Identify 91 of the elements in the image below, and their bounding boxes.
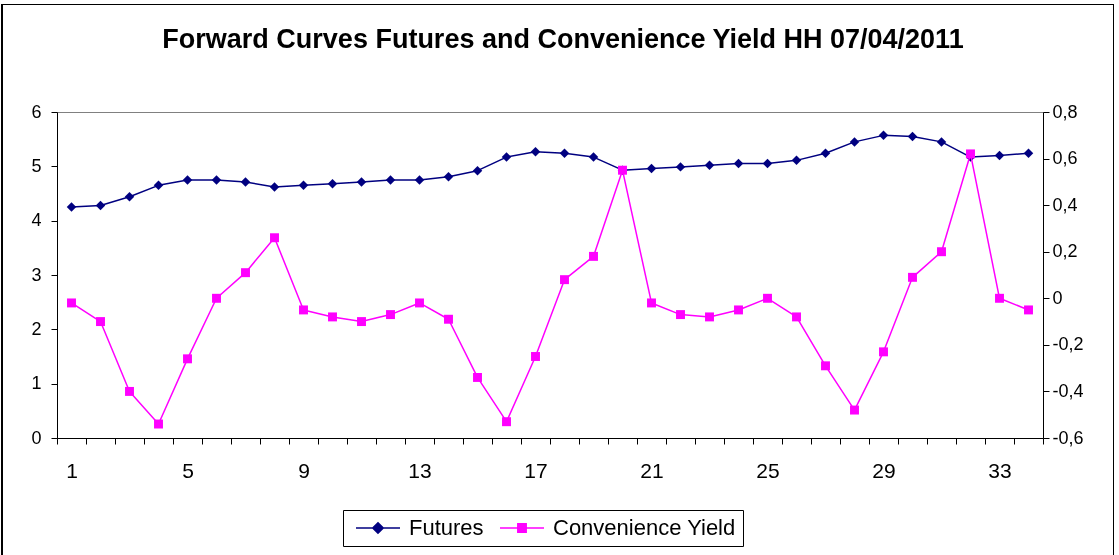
x-tick-label: 1 (66, 458, 78, 482)
point (763, 293, 772, 303)
point (66, 202, 77, 212)
point (356, 177, 367, 187)
x-tick-label: 5 (182, 458, 194, 482)
y-tick-label: 3 (31, 264, 42, 285)
x-tick-label: 17 (524, 458, 548, 482)
point (734, 305, 743, 315)
point (124, 192, 135, 202)
point (211, 175, 222, 185)
legend-label: Convenience Yield (553, 515, 736, 540)
y-tick-label: 6 (31, 101, 42, 122)
point (994, 150, 1005, 161)
point (502, 417, 511, 427)
point (647, 298, 656, 308)
point (733, 158, 744, 169)
point (792, 312, 801, 322)
x-tick-label: 25 (756, 458, 780, 482)
point (241, 268, 250, 278)
point (125, 386, 134, 396)
point (154, 419, 163, 429)
x-tick-label: 9 (298, 458, 310, 482)
y2-tick-label: 0,4 (1052, 194, 1078, 215)
legend-label: Futures (409, 515, 484, 540)
point (588, 152, 599, 162)
point (705, 312, 714, 322)
point (443, 171, 454, 182)
y-tick-label: 2 (31, 318, 42, 339)
y2-tick-label: 0,8 (1052, 101, 1078, 122)
point (559, 148, 570, 159)
point (589, 251, 598, 261)
point (531, 352, 540, 361)
point (907, 131, 918, 142)
point (821, 361, 830, 371)
point (560, 275, 569, 285)
point (385, 175, 396, 185)
point (850, 405, 859, 415)
y-tick-label: 5 (31, 155, 42, 176)
point (357, 317, 366, 327)
point (95, 200, 106, 211)
y-tick-label: 0 (31, 427, 42, 448)
point (878, 130, 889, 141)
point (1023, 148, 1034, 159)
point (299, 305, 308, 315)
point (936, 137, 947, 147)
point (212, 293, 221, 303)
point (182, 175, 193, 185)
point (530, 146, 541, 157)
point (386, 310, 395, 320)
point (270, 233, 279, 243)
y2-tick-label: -0,2 (1052, 334, 1084, 355)
point (704, 160, 715, 170)
point (472, 165, 483, 176)
x-tick-label: 29 (872, 458, 896, 482)
x-tick-label: 33 (988, 458, 1012, 482)
point (879, 347, 888, 357)
point (791, 155, 802, 166)
y-tick-label: 1 (31, 373, 42, 394)
y2-tick-label: 0,2 (1052, 241, 1078, 262)
point (444, 314, 453, 324)
chart-title: Forward Curves Futures and Convenience Yield HH 07/04/2011 (162, 24, 964, 54)
y-tick-label: 4 (31, 210, 42, 231)
point (298, 180, 309, 191)
point (415, 298, 424, 308)
point (67, 298, 76, 308)
point (995, 293, 1004, 303)
point (820, 148, 831, 159)
point (1024, 305, 1033, 315)
y2-tick-label: -0,4 (1052, 380, 1084, 401)
point (762, 158, 773, 169)
point (269, 182, 280, 192)
x-tick-label: 21 (640, 458, 664, 482)
x-tick-label: 13 (408, 458, 432, 482)
point (414, 175, 425, 185)
point (675, 162, 686, 172)
point (240, 177, 251, 187)
point (908, 272, 917, 282)
point (327, 178, 338, 189)
point (676, 310, 685, 320)
point (473, 372, 482, 382)
point (153, 180, 164, 191)
point (183, 354, 192, 364)
point (501, 152, 512, 162)
point (96, 317, 105, 327)
point (849, 137, 860, 147)
y2-tick-label: -0,6 (1052, 427, 1084, 448)
y2-tick-label: 0,6 (1052, 148, 1078, 169)
y2-tick-label: 0 (1052, 287, 1063, 308)
point (328, 312, 337, 322)
point (937, 247, 946, 257)
point (646, 163, 657, 174)
